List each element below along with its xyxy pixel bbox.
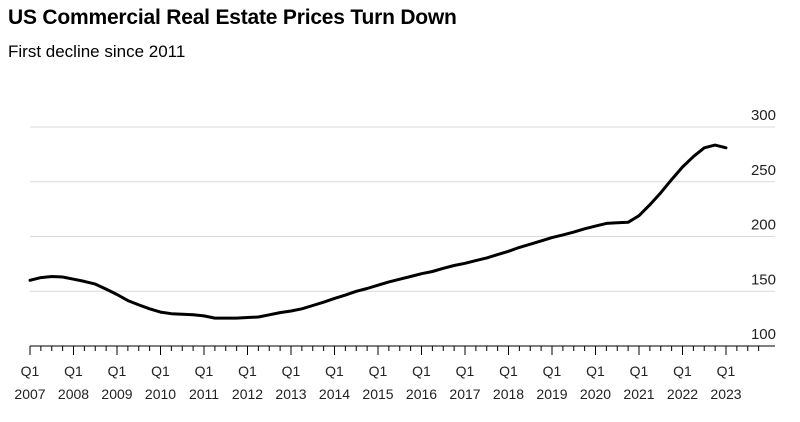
chart-title: US Commercial Real Estate Prices Turn Do… xyxy=(8,6,457,29)
x-tick-label-year: 2013 xyxy=(275,386,306,402)
x-tick-label-quarter: Q1 xyxy=(717,363,736,379)
x-tick-label-year: 2007 xyxy=(14,386,45,402)
x-tick-label-quarter: Q1 xyxy=(369,363,388,379)
y-axis-labels: 100 150 200 250 300 xyxy=(751,107,776,343)
x-tick-label-year: 2017 xyxy=(449,386,480,402)
x-tick-label-year: 2020 xyxy=(580,386,611,402)
x-tick-label-year: 2016 xyxy=(406,386,437,402)
x-tick-label-quarter: Q1 xyxy=(543,363,562,379)
y-tick-label: 200 xyxy=(751,217,776,234)
y-tick-label: 300 xyxy=(751,107,776,124)
x-tick-label-quarter: Q1 xyxy=(108,363,127,379)
y-tick-label: 250 xyxy=(751,162,776,179)
x-tick-label-year: 2023 xyxy=(710,386,741,402)
x-tick-label-year: 2022 xyxy=(667,386,698,402)
chart-subtitle: First decline since 2011 xyxy=(8,42,186,61)
x-tick-label-year: 2021 xyxy=(623,386,654,402)
series-layer xyxy=(28,143,728,320)
x-tick-label-quarter: Q1 xyxy=(151,363,170,379)
x-tick-label-year: 2011 xyxy=(189,386,219,402)
gridlines xyxy=(30,126,775,292)
x-tick-label-quarter: Q1 xyxy=(64,363,83,379)
x-tick-label-quarter: Q1 xyxy=(238,363,257,379)
x-tick-label-quarter: Q1 xyxy=(195,363,214,379)
x-tick-label-quarter: Q1 xyxy=(499,363,518,379)
x-tick-label-year: 2009 xyxy=(101,386,132,402)
x-tick-label-year: 2018 xyxy=(493,386,524,402)
series-line xyxy=(28,143,728,320)
x-tick-label-year: 2012 xyxy=(232,386,263,402)
x-tick-label-quarter: Q1 xyxy=(630,363,649,379)
x-tick-label-year: 2014 xyxy=(319,386,350,402)
x-tick-label-year: 2015 xyxy=(362,386,393,402)
y-tick-label: 150 xyxy=(751,271,776,288)
x-axis: Q1 2007 Q1 2008 Q1 2009 Q1 2010 Q1 2011 Q1 2012 Q1 20… xyxy=(14,345,775,402)
x-tick-label-year: 2019 xyxy=(536,386,567,402)
x-tick-label-quarter: Q1 xyxy=(412,363,431,379)
x-tick-label-quarter: Q1 xyxy=(325,363,344,379)
x-tick-label-quarter: Q1 xyxy=(586,363,605,379)
y-tick-label: 100 xyxy=(751,326,776,343)
x-tick-label-quarter: Q1 xyxy=(21,363,40,379)
x-tick-label-quarter: Q1 xyxy=(456,363,475,379)
x-tick-label-quarter: Q1 xyxy=(673,363,692,379)
x-tick-label-quarter: Q1 xyxy=(282,363,301,379)
x-tick-label-year: 2008 xyxy=(58,386,89,402)
x-tick-label-year: 2010 xyxy=(145,386,176,402)
